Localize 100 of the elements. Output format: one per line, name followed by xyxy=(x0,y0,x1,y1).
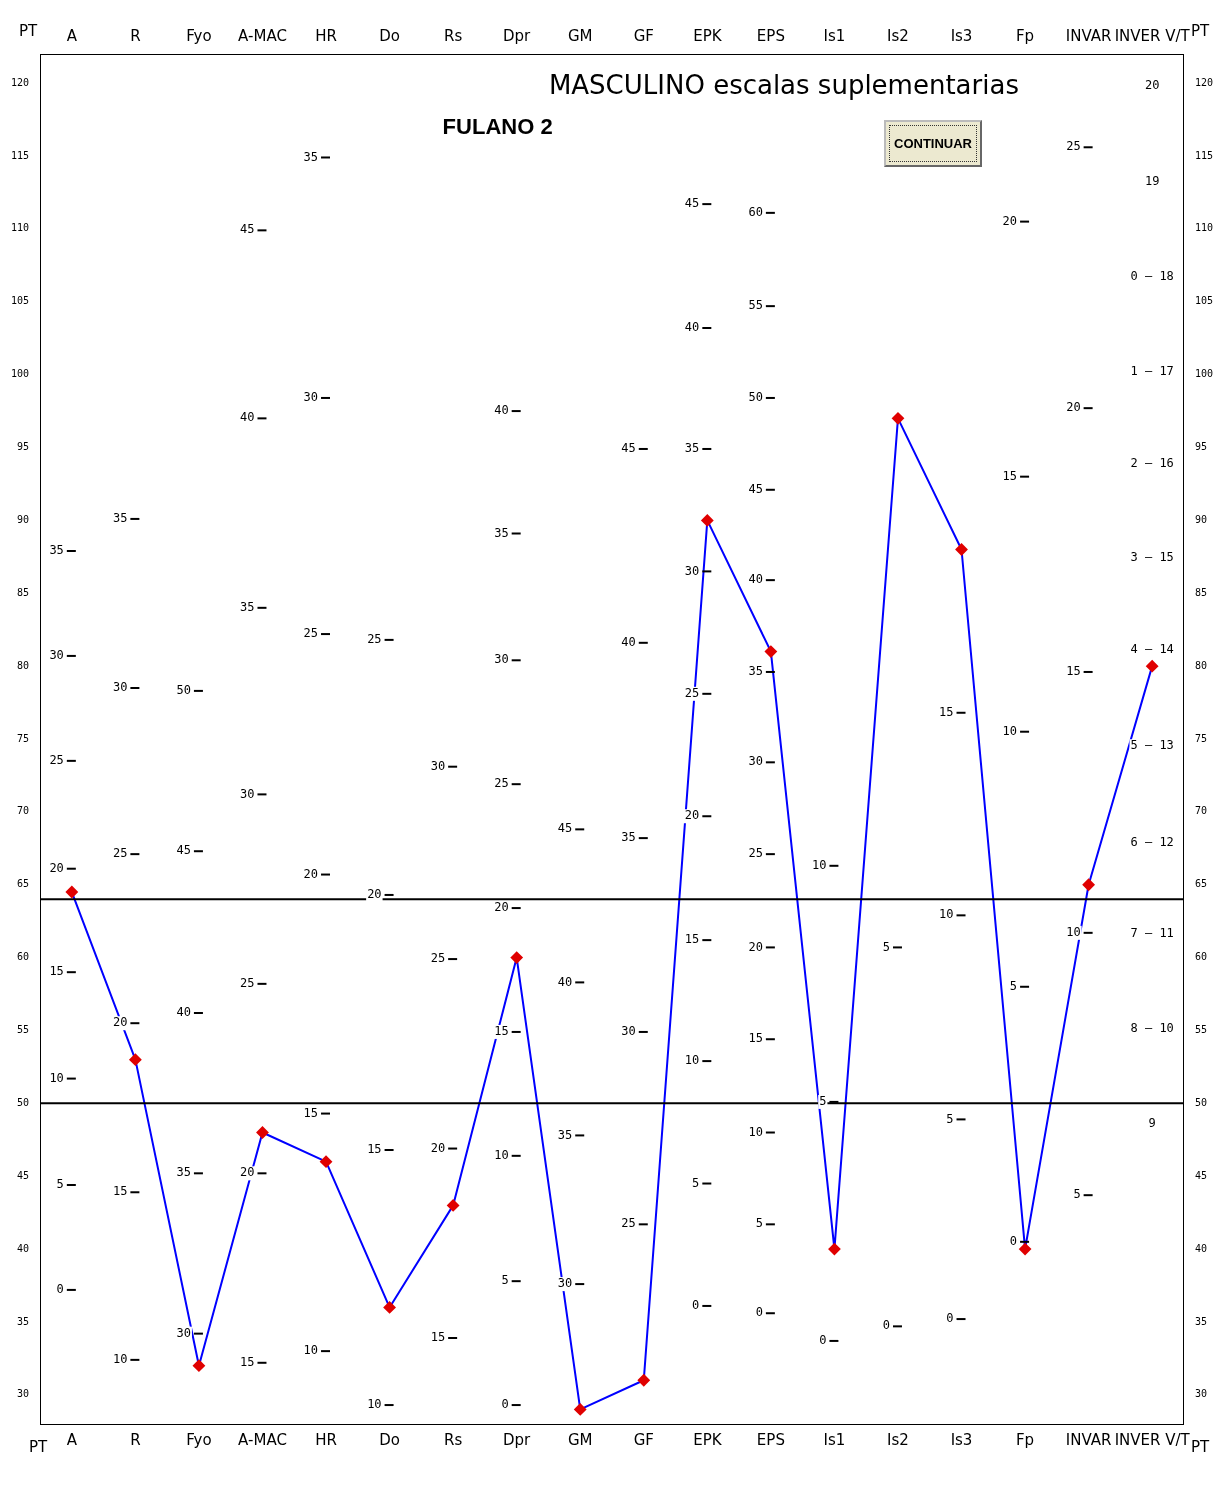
y-tick-label: 95 xyxy=(17,441,30,453)
annotation: 30 xyxy=(49,648,64,663)
annotation: 10 xyxy=(494,1147,509,1162)
y2-tick-label: 55 xyxy=(1194,1024,1207,1036)
annotation: 30 xyxy=(430,758,446,773)
point xyxy=(1146,660,1159,673)
annotation: 40 xyxy=(240,410,255,425)
y2-axis-title: PT xyxy=(1190,1438,1210,1456)
annotation: 25 xyxy=(112,846,128,861)
y2-tick-label: 80 xyxy=(1194,659,1207,671)
annotation: 40 xyxy=(494,403,509,418)
annotation: 15 xyxy=(1066,664,1081,679)
annotation: 10 xyxy=(1066,924,1081,939)
point xyxy=(383,1301,396,1314)
point xyxy=(320,1155,333,1168)
annotation: 10 xyxy=(303,1343,319,1358)
annotation: 20 xyxy=(240,1165,255,1180)
y2-tick-label: 75 xyxy=(1194,732,1207,744)
text: FULANO 2 xyxy=(442,114,553,139)
y2-tick-label: 60 xyxy=(1194,951,1207,963)
y-tick-label: 35 xyxy=(17,1315,30,1327)
y-tick-label: 50 xyxy=(17,1096,30,1108)
annotation: 5 xyxy=(946,1111,954,1126)
annotation: 5 xyxy=(692,1175,700,1190)
y-tick-label: 30 xyxy=(17,1388,30,1400)
annotation: 20 xyxy=(112,1015,128,1030)
annotation: 2 – 16 xyxy=(1130,455,1174,470)
annotation: 10 xyxy=(748,1124,763,1139)
annotation: 25 xyxy=(49,752,64,767)
annotation: 30 xyxy=(748,754,763,769)
point xyxy=(1082,878,1095,891)
annotation: 15 xyxy=(748,1031,763,1046)
annotation: 15 xyxy=(1002,468,1018,483)
annotation: 15 xyxy=(430,1330,446,1345)
annotation: 5 xyxy=(1009,978,1018,993)
y2-tick-label: 35 xyxy=(1194,1315,1207,1327)
y-tick-label: 75 xyxy=(17,732,30,744)
annotation: 0 xyxy=(692,1298,700,1313)
annotation: 45 xyxy=(176,843,191,858)
category-label: Fp xyxy=(1015,26,1035,45)
x-tick-label: HR xyxy=(315,1430,337,1449)
y-tick-label: 80 xyxy=(17,659,30,671)
annotation: 5 xyxy=(819,1094,827,1109)
annotation: 25 xyxy=(430,951,446,966)
point xyxy=(510,951,523,964)
annotation: 40 xyxy=(621,634,636,649)
annotation: 15 xyxy=(939,704,954,719)
annotation: 35 xyxy=(684,441,700,456)
category-label: Fyo xyxy=(186,26,212,45)
y-tick-label: 115 xyxy=(11,149,30,161)
point xyxy=(192,1359,205,1372)
annotation: 5 xyxy=(882,939,890,954)
continue-button: CONTINUAR xyxy=(884,120,982,167)
category-label: Is2 xyxy=(887,26,909,45)
annotation: 0 xyxy=(819,1333,827,1348)
y-tick-label: 65 xyxy=(17,878,30,890)
annotation: 5 xyxy=(56,1177,64,1192)
annotation: 50 xyxy=(748,390,763,405)
y2-tick-label: 40 xyxy=(1194,1242,1207,1254)
annotation: 35 xyxy=(748,664,763,679)
annotation: 5 xyxy=(501,1273,509,1288)
category-label: EPK xyxy=(693,26,722,45)
annotation: 25 xyxy=(621,1216,636,1231)
category-label: A-MAC xyxy=(238,26,287,45)
x-tick-label: Rs xyxy=(444,1430,463,1449)
x-tick-label: Dpr xyxy=(503,1430,532,1449)
x-tick-label: A xyxy=(66,1430,78,1449)
annotation: 25 xyxy=(240,975,255,990)
annotation: 20 xyxy=(430,1140,446,1155)
annotation: 15 xyxy=(494,1024,509,1039)
annotation: 5 – 13 xyxy=(1130,738,1174,753)
category-label: INVER V/T xyxy=(1114,26,1190,45)
y2-tick-label: 85 xyxy=(1194,586,1207,598)
annotation: 7 – 11 xyxy=(1130,926,1174,941)
point xyxy=(828,1243,841,1256)
annotation: 10 xyxy=(811,857,827,872)
x-tick-label: Fyo xyxy=(186,1430,212,1449)
y-tick-label: 70 xyxy=(17,805,30,817)
annotation: 25 xyxy=(1066,139,1081,154)
category-label: GF xyxy=(633,26,654,45)
annotation: 15 xyxy=(49,964,64,979)
annotation: 25 xyxy=(303,626,319,641)
annotation: 5 xyxy=(1073,1187,1081,1202)
annotation: 0 xyxy=(755,1305,763,1320)
annotation: 20 xyxy=(1144,78,1160,93)
y2-tick-label: 45 xyxy=(1194,1169,1207,1181)
annotation: 10 xyxy=(112,1352,128,1366)
annotation: 15 xyxy=(112,1184,128,1199)
annotation: 20 xyxy=(49,860,64,875)
y-tick-label: 90 xyxy=(17,513,30,525)
annotation: 0 xyxy=(946,1311,954,1326)
annotation: 30 xyxy=(112,680,128,695)
annotation: 0 – 18 xyxy=(1130,269,1174,284)
annotation: 35 xyxy=(49,543,64,558)
annotation: 25 xyxy=(494,776,509,791)
annotation: 40 xyxy=(557,974,573,989)
category-label: Rs xyxy=(444,26,463,45)
category-label: GM xyxy=(567,26,593,45)
annotation: 10 xyxy=(49,1070,64,1085)
y-tick-label: 110 xyxy=(11,222,30,234)
